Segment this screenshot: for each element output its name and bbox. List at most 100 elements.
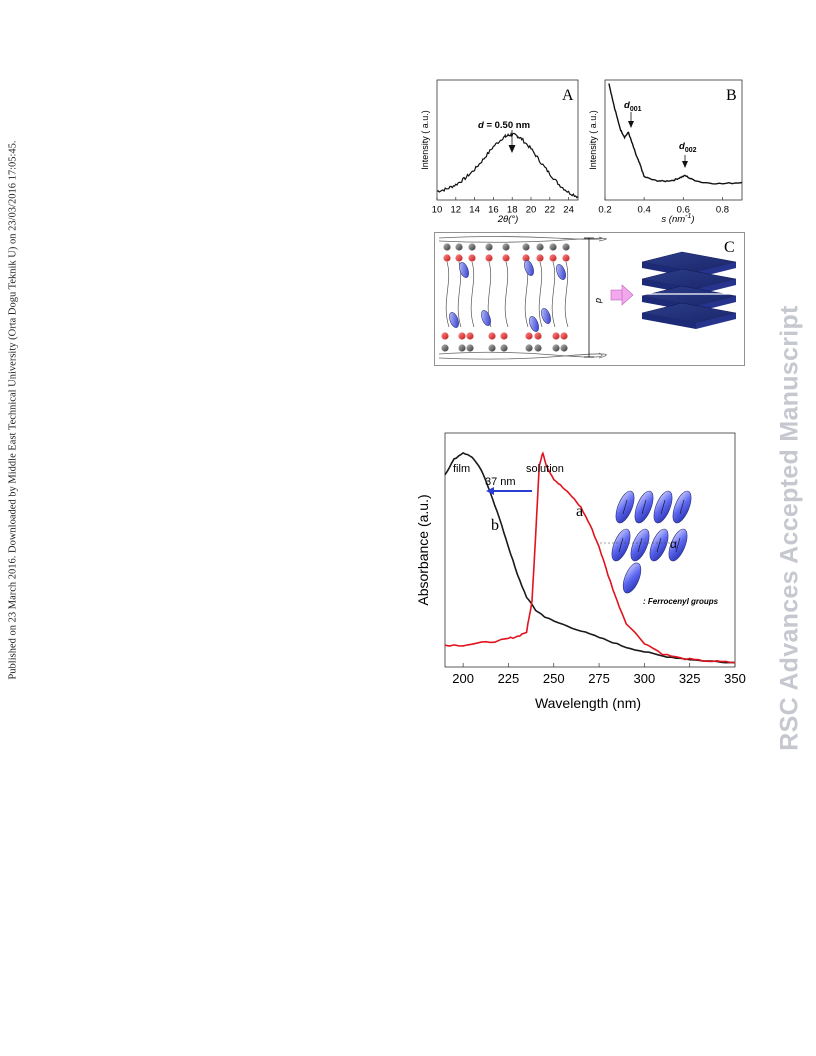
head-group-red xyxy=(458,332,466,340)
panel-a-x-ticks: 10 12 14 16 18 20 22 24 xyxy=(432,197,574,216)
panel-b-frame xyxy=(604,79,743,201)
panel-b-saxs-chart: B 0.2 0.4 0.6 0.8 d001 d002 Intensity ( a.u… xyxy=(588,79,743,225)
x-tick-label: 10 xyxy=(432,205,443,216)
panel-b-peak2-arrow-head xyxy=(682,161,688,168)
panel-a-series-line xyxy=(436,132,579,199)
uv-x-ticks: 200 225 250 275 300 325 350 xyxy=(452,663,746,686)
uv-ylabel: Absorbance (a.u.) xyxy=(415,494,431,605)
head-group-red xyxy=(443,254,451,262)
head-group-red xyxy=(441,332,449,340)
ferrocenyl-unit xyxy=(481,310,491,326)
ferrocenyl-dipole-arrow xyxy=(675,537,681,553)
head-group-red xyxy=(562,254,570,262)
ferrocenyl-dipole-arrow xyxy=(679,499,685,515)
head-group-grey xyxy=(466,344,474,352)
panel-a-frame xyxy=(436,79,579,201)
panel-b-ylabel: Intensity ( a.u.) xyxy=(588,110,598,170)
head-group-grey xyxy=(522,243,530,251)
head-group-grey xyxy=(562,243,570,251)
uv-vis-absorbance-chart: 200 225 250 275 300 325 350 film solution 37 n… xyxy=(415,432,746,711)
head-group-grey xyxy=(560,344,568,352)
head-group-grey xyxy=(488,344,496,352)
head-group-red xyxy=(502,254,510,262)
ferrocenyl-unit xyxy=(524,260,534,276)
alkyl-chain xyxy=(445,261,450,328)
panel-c-layer-schematic: C d xyxy=(434,232,745,366)
alkyl-chain xyxy=(538,261,543,328)
head-group-red xyxy=(466,332,474,340)
panel-b-letter: B xyxy=(726,87,737,104)
head-group-grey xyxy=(443,243,451,251)
alkyl-chain xyxy=(504,261,509,328)
shift-label: 37 nm xyxy=(485,476,516,488)
panel-b-xlabel: s (nm-1) xyxy=(661,213,694,225)
head-group-red xyxy=(525,332,533,340)
head-group-grey xyxy=(458,344,466,352)
film-label: film xyxy=(453,463,470,475)
stacked-layers-illustration xyxy=(639,251,740,329)
watermark-text: RSC Advances Accepted Manuscript xyxy=(775,305,804,751)
x-tick-label: 0.6 xyxy=(677,205,690,216)
panel-a-arrow-head xyxy=(508,145,516,153)
curve-b-label: b xyxy=(491,517,499,534)
ferrocenyl-dipole-arrow xyxy=(656,537,662,553)
head-group-grey xyxy=(534,344,542,352)
head-group-grey xyxy=(552,344,560,352)
x-tick-label: 20 xyxy=(526,205,537,216)
panel-c-letter: C xyxy=(724,239,735,256)
ferrocenyl-dipole-arrow xyxy=(618,537,624,553)
solution-label: solution xyxy=(526,463,564,475)
ferrocenyl-legend-text: : Ferrocenyl groups xyxy=(643,597,719,606)
x-tick-label: 300 xyxy=(634,671,656,686)
ferrocenyl-dipole-arrow xyxy=(641,499,647,515)
head-group-grey xyxy=(536,243,544,251)
ferrocenyl-unit xyxy=(541,308,551,324)
x-tick-label: 0.4 xyxy=(638,205,651,216)
ferrocenyl-dipole-arrow xyxy=(637,537,643,553)
layer-slab-front xyxy=(642,313,696,329)
head-group-grey xyxy=(441,344,449,352)
x-tick-label: 200 xyxy=(452,671,474,686)
x-tick-label: 12 xyxy=(451,205,462,216)
ferrocenyl-array-illustration xyxy=(611,490,692,562)
journal-watermark: RSC Advances Accepted Manuscript xyxy=(770,258,810,798)
ferrocenyl-dipole-arrow xyxy=(660,499,666,515)
head-group-red xyxy=(522,254,530,262)
uv-frame xyxy=(444,432,736,668)
head-group-red xyxy=(534,332,542,340)
alkyl-chain xyxy=(564,261,569,328)
panel-b-peak2-label: d002 xyxy=(679,141,697,154)
provenance-text: Published on 23 March 2016. Downloaded b… xyxy=(7,140,19,680)
x-tick-label: 0.8 xyxy=(716,205,729,216)
head-group-red xyxy=(455,254,463,262)
x-tick-label: 225 xyxy=(498,671,520,686)
head-group-grey xyxy=(500,344,508,352)
provenance-note: Published on 23 March 2016. Downloaded b… xyxy=(3,130,23,690)
shift-arrow-head xyxy=(486,487,494,495)
panel-a-xlabel: 2θ(°) xyxy=(497,214,519,225)
curve-a-label: a xyxy=(576,503,583,520)
alpha-symbol: α xyxy=(670,537,677,551)
ferrocenyl-dipole-arrow xyxy=(622,499,628,515)
panel-a-letter: A xyxy=(562,87,574,104)
x-tick-label: 350 xyxy=(724,671,746,686)
x-tick-label: 275 xyxy=(588,671,610,686)
alkyl-chain xyxy=(551,261,556,328)
head-group-red xyxy=(488,332,496,340)
head-group-grey xyxy=(485,243,493,251)
panel-b-series-line xyxy=(608,83,743,185)
panel-c-dimension-label: d xyxy=(594,298,604,304)
x-tick-label: 0.2 xyxy=(598,205,611,216)
x-tick-label: 18 xyxy=(507,205,518,216)
film-spectrum-line xyxy=(444,451,736,664)
ferrocenyl-legend-icon xyxy=(622,562,642,594)
head-group-grey xyxy=(468,243,476,251)
x-tick-label: 250 xyxy=(543,671,565,686)
x-tick-label: 22 xyxy=(545,205,556,216)
head-group-red xyxy=(485,254,493,262)
panel-a-xrd-chart: A 10 12 14 16 18 20 22 24 d = 0.50 nm Intensity… xyxy=(420,79,579,225)
panel-b-peak1-arrow-head xyxy=(628,121,634,128)
head-group-grey xyxy=(549,243,557,251)
pink-arrow xyxy=(610,284,634,306)
head-group-red xyxy=(560,332,568,340)
